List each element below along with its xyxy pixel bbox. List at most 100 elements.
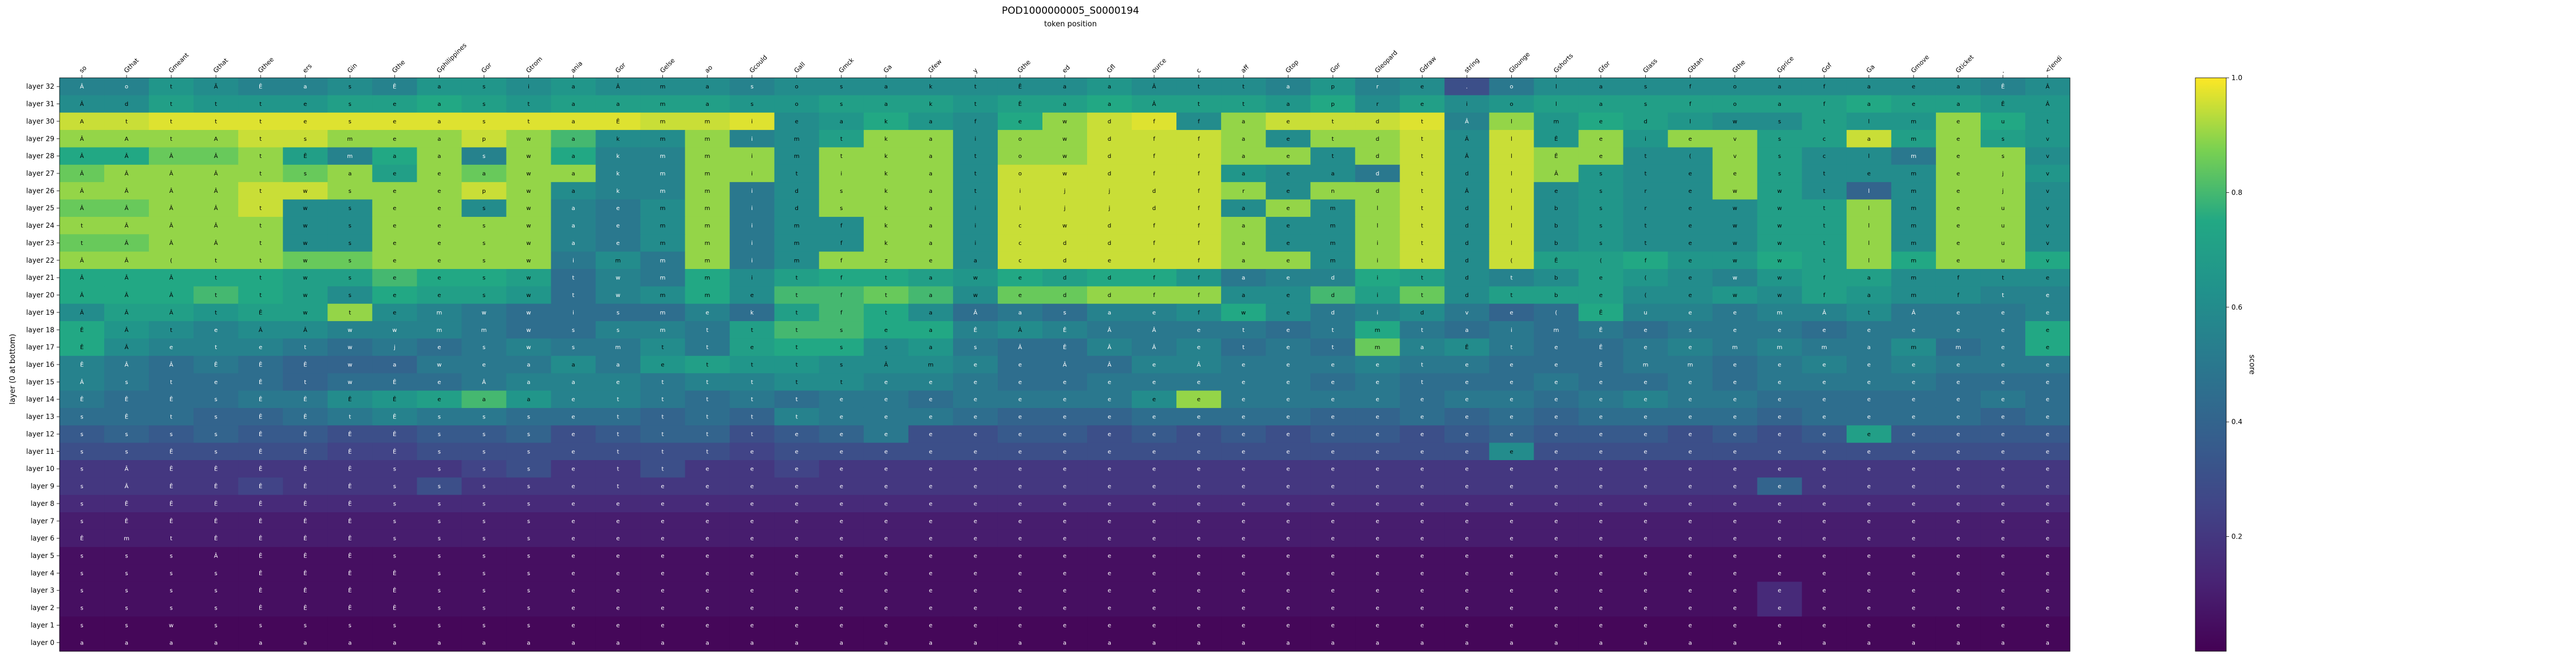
heatmap-cell: [417, 286, 462, 304]
cell-label: a: [437, 118, 441, 125]
heatmap-cell: [1623, 234, 1669, 252]
y-tick-label: layer 14: [26, 395, 54, 403]
heatmap-cell: [1578, 373, 1624, 391]
heatmap-cell: [1757, 512, 1803, 530]
cell-label: e: [1376, 484, 1379, 490]
heatmap-cell: [506, 251, 551, 270]
heatmap-cell: [1221, 529, 1266, 548]
heatmap-cell: [1534, 303, 1579, 322]
cell-label: s: [840, 84, 843, 90]
cell-label: s: [349, 275, 351, 282]
cell-label: s: [483, 153, 485, 160]
heatmap-cell: [327, 616, 373, 635]
cell-label: e: [1599, 118, 1602, 125]
heatmap-cell: [238, 529, 283, 548]
cell-label: e: [2046, 362, 2049, 369]
cell-label: e: [1554, 362, 1558, 369]
cell-label: e: [2001, 518, 2005, 525]
cell-label: a: [571, 171, 575, 177]
cell-label: Â: [214, 170, 218, 177]
cell-label: t: [259, 223, 262, 229]
heatmap-cell: [685, 78, 730, 96]
cell-label: s: [1689, 327, 1692, 334]
heatmap-cell: [506, 216, 551, 235]
heatmap-cell: [1534, 460, 1579, 478]
cell-label: e: [2046, 571, 2049, 577]
y-tick-label: layer 22: [26, 256, 54, 264]
cell-label: d: [1465, 292, 1468, 299]
cell-label: s: [483, 118, 485, 125]
heatmap-cell: [238, 269, 283, 287]
cell-label: v: [2046, 153, 2049, 160]
cell-label: Â: [169, 222, 173, 229]
cell-label: e: [2001, 605, 2005, 612]
x-tick-label: Glounge: [1507, 50, 1531, 74]
heatmap-cell: [238, 425, 283, 444]
cell-label: Ê: [348, 569, 351, 577]
heatmap-cell: [908, 269, 954, 287]
cell-label: Ê: [303, 448, 307, 455]
x-tick-label: Ga: [1865, 63, 1876, 74]
cell-label: e: [1554, 466, 1558, 473]
cell-label: Ê: [348, 587, 351, 594]
heatmap-cell: [863, 130, 909, 148]
cell-label: s: [304, 171, 307, 177]
y-tick-label: layer 18: [26, 326, 54, 334]
cell-label: t: [1645, 240, 1647, 247]
heatmap-cell: [238, 303, 283, 322]
heatmap-cell: [1623, 460, 1669, 478]
heatmap-cell: [2025, 425, 2071, 444]
heatmap-cell: [908, 477, 954, 496]
heatmap-cell: [1801, 407, 1847, 426]
heatmap-cell: [1489, 425, 1534, 444]
heatmap-cell: [551, 425, 596, 444]
cell-label: e: [1689, 484, 1692, 490]
heatmap-cell: [149, 460, 194, 478]
heatmap-cell: [819, 95, 864, 113]
heatmap-cell: [729, 581, 775, 600]
heatmap-cell: [149, 373, 194, 391]
cell-label: Ê: [259, 604, 262, 612]
cell-label: Â: [125, 465, 129, 473]
heatmap-cell: [461, 512, 507, 530]
x-tick-label: Gthe: [390, 58, 406, 74]
cell-label: Â: [125, 222, 129, 229]
cell-label: Â: [214, 222, 218, 229]
cell-label: f: [1198, 292, 1200, 299]
heatmap-cell: [417, 112, 462, 130]
heatmap-cell: [640, 234, 686, 252]
heatmap-cell: [1221, 112, 1266, 130]
heatmap-cell: [1310, 529, 1356, 548]
cell-label: w: [1241, 310, 1246, 316]
cell-label: e: [1867, 518, 1871, 525]
cell-label: e: [929, 484, 933, 490]
cell-label: e: [1643, 449, 1647, 455]
heatmap-cell: [819, 494, 864, 513]
heatmap-cell: [1176, 616, 1222, 635]
heatmap-cell: [2025, 338, 2071, 357]
heatmap-cell: [997, 216, 1043, 235]
cell-label: e: [1376, 414, 1379, 421]
heatmap-cell: [1042, 616, 1088, 635]
cell-label: e: [1108, 397, 1111, 403]
cell-label: s: [483, 518, 485, 525]
heatmap-cell: [551, 147, 596, 165]
x-tick-label: <|endi: [2044, 54, 2064, 74]
cell-label: e: [303, 118, 307, 125]
heatmap-cell: [997, 616, 1043, 635]
cell-label: e: [1331, 553, 1334, 560]
cell-label: k: [884, 205, 888, 212]
heatmap-cell: [640, 634, 686, 652]
cell-label: e: [974, 623, 977, 629]
heatmap-cell: [1623, 286, 1669, 304]
heatmap-cell: [327, 130, 373, 148]
x-tick-label: Gprice: [1776, 54, 1796, 74]
cell-label: a: [348, 640, 351, 646]
heatmap-cell: [2025, 199, 2071, 217]
cell-label: e: [1286, 379, 1290, 386]
heatmap-cell: [1400, 616, 1445, 635]
heatmap-cell: [372, 547, 417, 565]
heatmap-cell: [595, 182, 641, 200]
cell-label: s: [1599, 171, 1602, 177]
cell-label: e: [929, 501, 933, 507]
